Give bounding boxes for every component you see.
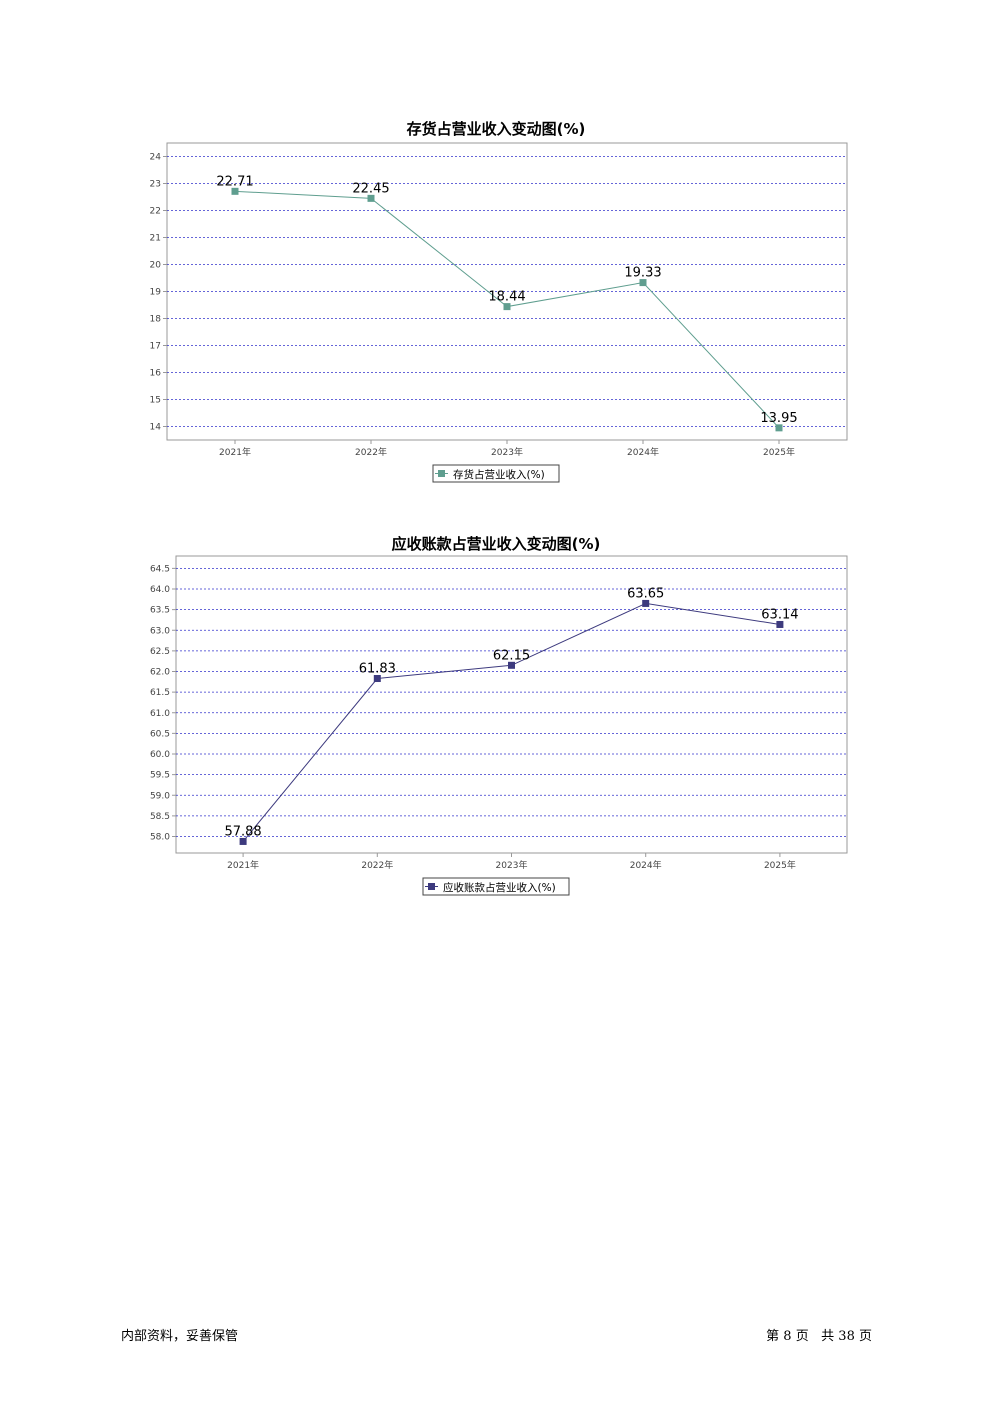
y-tick-label: 19	[150, 288, 162, 298]
x-tick-label: 2022年	[361, 859, 393, 871]
data-point	[642, 599, 650, 607]
data-point	[373, 675, 381, 683]
total-label-post: 页	[858, 1329, 872, 1344]
data-label: 22.45	[352, 181, 389, 196]
x-tick-label: 2021年	[219, 446, 251, 458]
data-label: 13.95	[760, 411, 797, 426]
x-tick-label: 2022年	[355, 446, 387, 458]
inventory-chart: 存货占营业收入变动图(%) 24 23 22 21 20 19 18 17 16 15 14 2021…	[0, 110, 992, 490]
y-tick-label: 63.0	[150, 626, 170, 636]
y-tick-label: 23	[150, 180, 161, 190]
data-point	[508, 661, 515, 669]
data-point	[367, 194, 375, 202]
chart-title: 存货占营业收入变动图(%)	[406, 120, 586, 138]
y-tick-label: 58.0	[150, 833, 170, 843]
y-tick-label: 16	[150, 369, 162, 379]
x-tick-label: 2021年	[227, 859, 259, 871]
y-tick-label: 20	[150, 261, 162, 271]
y-tick-label: 61.0	[150, 709, 170, 719]
page-label-pre: 第	[766, 1329, 780, 1344]
data-point	[639, 279, 647, 287]
y-tick-label: 24	[150, 153, 162, 163]
data-label: 63.14	[761, 607, 798, 622]
y-tick-label: 14	[150, 423, 162, 433]
total-num: 38	[838, 1329, 855, 1344]
data-label: 19.33	[624, 266, 661, 281]
legend-label: 应收账款占营业收入(%)	[443, 881, 556, 894]
data-label: 57.88	[224, 824, 261, 839]
data-label: 22.71	[216, 174, 253, 189]
inventory-chart-plot: 24 23 22 21 20 19 18 17 16 15 14 2021年 2022年 2023年 202…	[150, 142, 848, 483]
x-tick-label: 2024年	[630, 859, 662, 871]
page-label-mid: 页	[795, 1329, 809, 1344]
x-tick-label: 2024年	[627, 446, 659, 458]
x-tick-label: 2023年	[491, 446, 523, 458]
y-tick-label: 22	[150, 207, 161, 217]
x-tick-label: 2023年	[496, 859, 528, 871]
y-tick-label: 64.0	[150, 585, 170, 595]
legend-box	[422, 877, 570, 896]
y-tick-label: 59.0	[150, 791, 170, 801]
total-label-pre: 共	[821, 1329, 835, 1344]
data-point	[503, 303, 511, 311]
chart-title: 应收账款占营业收入变动图(%)	[391, 535, 601, 553]
legend-label: 存货占营业收入(%)	[453, 468, 545, 481]
footer-confidential-note: 内部资料，妥善保管	[121, 1329, 239, 1344]
data-point	[775, 424, 783, 432]
y-tick-label: 60.5	[150, 729, 170, 739]
y-tick-label: 15	[150, 396, 161, 406]
data-label: 61.83	[359, 662, 396, 677]
data-point	[776, 620, 784, 628]
y-tick-label: 58.5	[150, 812, 170, 822]
y-tick-label: 18	[150, 315, 162, 325]
receivables-chart: 应收账款占营业收入变动图(%) 64.5 64.0 63.5 63.0 62.5 62.0…	[0, 525, 992, 905]
x-tick-label: 2025年	[764, 859, 796, 871]
receivables-chart-plot: 64.5 64.0 63.5 63.0 62.5 62.0 61.5 61.0 60.5 60.0…	[150, 555, 848, 896]
x-tick-label: 2025年	[763, 446, 795, 458]
data-label: 62.15	[493, 648, 530, 663]
y-tick-label: 64.5	[150, 564, 170, 574]
legend-box	[432, 464, 560, 483]
y-tick-label: 63.5	[150, 606, 170, 616]
y-tick-label: 62.0	[150, 668, 170, 678]
data-label: 18.44	[488, 290, 525, 305]
y-tick-label: 59.5	[150, 771, 170, 781]
y-tick-label: 62.5	[150, 647, 170, 657]
page-num: 8	[783, 1329, 792, 1344]
data-point	[231, 187, 239, 195]
data-label: 63.65	[627, 586, 664, 601]
y-tick-label: 60.0	[150, 750, 170, 760]
plot-area	[175, 555, 848, 854]
y-tick-label: 17	[150, 342, 161, 352]
data-point	[239, 837, 247, 845]
y-tick-label: 61.5	[150, 688, 170, 698]
footer-page-number: 第 8 页 共 38 页	[766, 1325, 872, 1344]
y-tick-label: 21	[150, 234, 161, 244]
